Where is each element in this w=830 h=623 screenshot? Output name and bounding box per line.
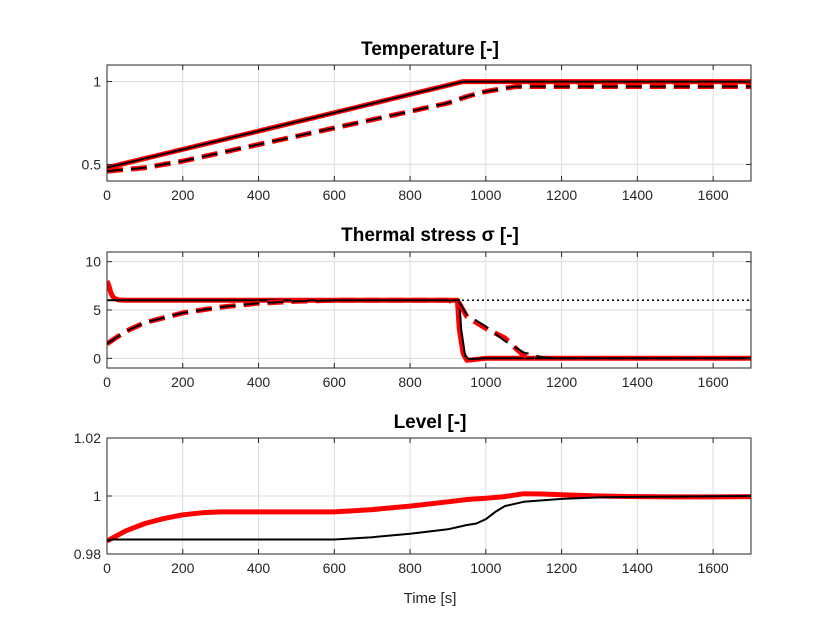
level-xtick-label: 1400 [622, 560, 653, 576]
thermal-stress-title: Thermal stress σ [-] [341, 225, 519, 246]
thermal-stress-ytick-label: 10 [85, 254, 101, 270]
level-xtick-label: 0 [103, 560, 111, 576]
thermal-stress-xtick-label: 800 [398, 374, 422, 390]
thermal-stress-plot-area [107, 280, 751, 363]
thermal-stress-xtick-label: 200 [171, 374, 195, 390]
temperature-xtick-label: 1200 [546, 187, 577, 203]
thermal-stress-subplot: Thermal stress σ [-] 0 200 400 600 800 1000 12… [85, 225, 752, 390]
level-ytick-label: 0.98 [74, 546, 101, 562]
temperature-ytick-label: 0.5 [82, 156, 102, 172]
level-xtick-label: 1600 [698, 560, 729, 576]
thermal-stress-xtick-label: 1000 [470, 374, 501, 390]
temperature-xtick-label: 0 [103, 187, 111, 203]
temperature-subplot: Temperature [-] 0 200 400 600 800 1000 1200 140… [82, 39, 752, 203]
thermal-stress-xtick-label: 0 [103, 374, 111, 390]
level-xtick-label: 1200 [546, 560, 577, 576]
temperature-xtick-label: 200 [171, 187, 195, 203]
thermal-stress-xtick-label: 600 [323, 374, 347, 390]
temperature-xtick-label: 1400 [622, 187, 653, 203]
level-ytick-label: 1.02 [74, 430, 101, 446]
thermal-stress-ytick-label: 5 [93, 302, 101, 318]
level-series-red-solid [107, 491, 751, 544]
temperature-xtick-label: 1000 [470, 187, 501, 203]
temperature-xtick-label: 400 [247, 187, 271, 203]
thermal-stress-xtick-label: 400 [247, 374, 271, 390]
level-series-black-solid [107, 495, 751, 542]
temperature-xtick-label: 1600 [698, 187, 729, 203]
level-plot-area [107, 491, 751, 544]
level-title: Level [-] [394, 412, 467, 433]
level-xtick-label: 800 [398, 560, 422, 576]
temperature-axes-box [106, 64, 752, 182]
level-xlabel: Time [s] [404, 590, 457, 607]
level-xtick-label: 600 [323, 560, 347, 576]
level-xtick-label: 400 [247, 560, 271, 576]
level-ytick-label: 1 [93, 488, 101, 504]
thermal-stress-xtick-label: 1600 [698, 374, 729, 390]
temperature-xtick-label: 800 [398, 187, 422, 203]
temperature-series-black-solid [107, 80, 751, 169]
temperature-plot-area [107, 79, 751, 174]
thermal-stress-xtick-label: 1200 [546, 374, 577, 390]
thermal-stress-xtick-label: 1400 [622, 374, 653, 390]
thermal-stress-ytick-label: 0 [93, 350, 101, 366]
level-xtick-label: 1000 [470, 560, 501, 576]
level-xtick-label: 200 [171, 560, 195, 576]
temperature-series-black-dashed [107, 85, 751, 173]
temperature-ytick-label: 1 [93, 74, 101, 90]
temperature-title: Temperature [-] [361, 39, 499, 60]
thermal-stress-series-black-solid [107, 299, 751, 361]
temperature-xtick-label: 600 [323, 187, 347, 203]
level-subplot: Level [-] Time [s] 0 200 400 600 800 1000 1200… [74, 412, 752, 607]
thermal-stress-series-black-dashed [107, 299, 751, 360]
